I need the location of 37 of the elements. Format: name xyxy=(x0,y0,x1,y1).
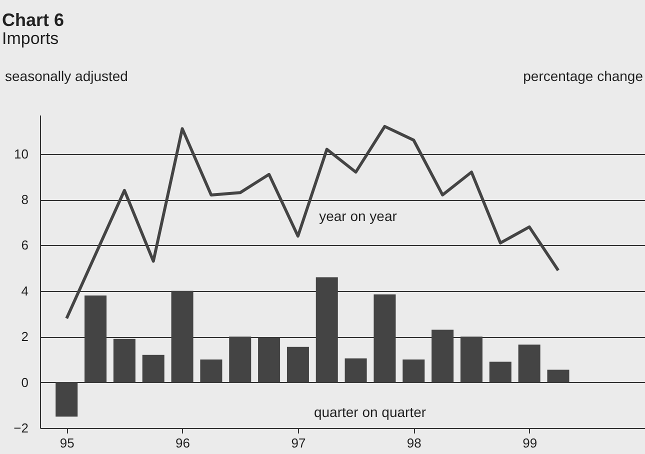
x-tick-label: 96 xyxy=(176,436,190,450)
x-tick-label: 95 xyxy=(60,436,74,450)
bar xyxy=(84,295,107,382)
bar xyxy=(200,359,222,382)
y-tick-label: 8 xyxy=(21,192,28,208)
y-tick-label: 2 xyxy=(21,329,28,344)
y-tick-label: −2 xyxy=(14,420,28,436)
bar xyxy=(489,362,512,382)
line-series xyxy=(65,124,560,320)
bar xyxy=(460,336,482,382)
bar xyxy=(142,354,164,382)
bar xyxy=(171,290,194,382)
bar xyxy=(229,336,252,382)
bar xyxy=(113,338,136,382)
bar xyxy=(286,346,309,382)
y-tick-label: 0 xyxy=(21,374,28,390)
y-tick-label: 4 xyxy=(21,283,28,298)
annotation: year on year xyxy=(319,208,398,224)
annotation: quarter on quarter xyxy=(314,404,426,420)
x-tick-label: 97 xyxy=(291,436,306,450)
y-axis-title: percentage change xyxy=(523,68,644,84)
bar xyxy=(432,330,454,382)
text: seasonally adjusted xyxy=(5,68,128,84)
y-tick-label: 10 xyxy=(14,146,28,162)
bar xyxy=(56,382,78,417)
bar xyxy=(518,344,540,382)
bar xyxy=(258,338,280,382)
bar xyxy=(316,277,338,382)
bar xyxy=(547,370,570,382)
chart-subtitle: Imports xyxy=(2,29,59,48)
bar xyxy=(344,358,367,382)
x-tick-label: 98 xyxy=(406,436,422,450)
x-tick-label: 99 xyxy=(522,436,538,450)
y-tick-label: 6 xyxy=(21,238,28,253)
bar xyxy=(402,359,425,382)
bar xyxy=(374,294,396,382)
chart-title: Chart 6 xyxy=(2,10,64,30)
